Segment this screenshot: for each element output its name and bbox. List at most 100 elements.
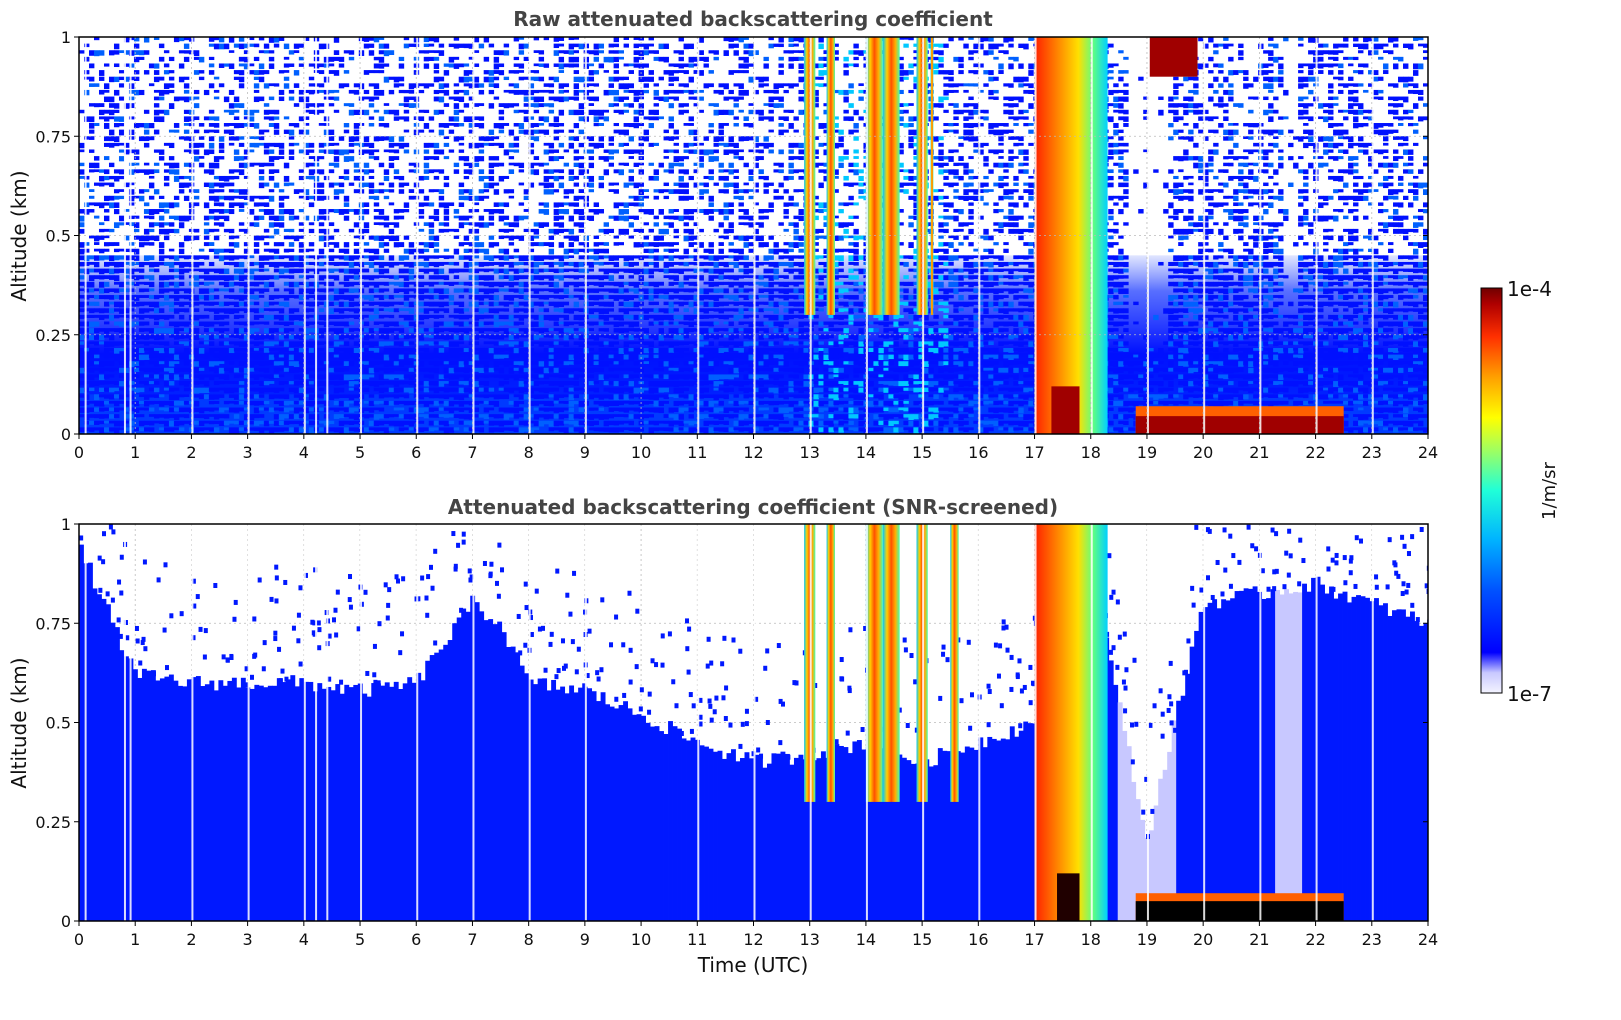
speckle bbox=[333, 387, 340, 394]
speckle bbox=[153, 341, 160, 345]
speckle bbox=[108, 255, 115, 262]
speckle bbox=[553, 288, 560, 294]
speckle bbox=[363, 407, 370, 412]
speckle bbox=[88, 288, 95, 293]
speckle bbox=[328, 374, 335, 380]
speckle bbox=[228, 334, 235, 338]
speckle bbox=[438, 169, 445, 174]
speckle bbox=[213, 295, 220, 300]
speckle bbox=[468, 328, 475, 332]
speckle bbox=[578, 195, 585, 200]
speckle bbox=[343, 381, 350, 385]
speckle bbox=[613, 414, 619, 417]
speckle bbox=[663, 195, 669, 200]
speckle bbox=[253, 268, 260, 272]
speckle bbox=[193, 103, 200, 109]
speckle bbox=[288, 427, 295, 432]
speckle bbox=[193, 328, 200, 334]
speckle bbox=[368, 70, 375, 74]
speckle bbox=[208, 248, 215, 253]
speckle bbox=[593, 341, 600, 346]
speckle bbox=[228, 37, 235, 43]
speckle bbox=[238, 202, 245, 209]
speckle bbox=[518, 37, 525, 40]
speckle bbox=[493, 420, 500, 426]
speckle bbox=[238, 288, 245, 293]
speckle bbox=[263, 341, 270, 347]
speckle bbox=[398, 116, 405, 120]
speckle bbox=[373, 109, 380, 113]
speckle bbox=[213, 182, 220, 187]
speckle bbox=[83, 420, 90, 425]
speckle bbox=[128, 394, 135, 400]
speckle bbox=[678, 301, 684, 307]
speckle bbox=[308, 314, 315, 318]
speckle bbox=[338, 63, 345, 68]
speckle bbox=[158, 255, 165, 262]
speckle bbox=[563, 321, 570, 327]
speckle bbox=[608, 83, 615, 88]
speckle bbox=[113, 103, 120, 109]
speckle bbox=[608, 142, 615, 146]
speckle bbox=[233, 156, 240, 162]
speckle bbox=[463, 347, 470, 353]
speckle bbox=[648, 400, 654, 404]
speckle bbox=[668, 295, 674, 300]
speckle bbox=[79, 275, 85, 280]
speckle bbox=[173, 387, 180, 391]
speckle bbox=[473, 103, 480, 107]
speckle bbox=[613, 242, 619, 246]
speckle bbox=[153, 76, 160, 83]
speckle bbox=[418, 202, 425, 207]
speckle bbox=[418, 275, 425, 279]
speckle bbox=[218, 202, 225, 207]
speckle bbox=[368, 37, 375, 41]
speckle bbox=[408, 261, 415, 268]
speckle bbox=[483, 361, 490, 367]
speckle bbox=[563, 162, 570, 167]
speckle bbox=[433, 169, 440, 173]
speckle bbox=[433, 407, 440, 411]
speckle bbox=[338, 209, 345, 215]
speckle bbox=[168, 142, 175, 149]
speckle bbox=[118, 129, 125, 136]
speckle bbox=[663, 189, 669, 193]
speckle bbox=[398, 175, 405, 181]
speckle bbox=[138, 347, 145, 354]
speckle bbox=[443, 123, 450, 128]
speckle bbox=[543, 63, 550, 68]
speckle bbox=[473, 142, 480, 149]
speckle bbox=[198, 367, 205, 371]
speckle bbox=[153, 374, 160, 379]
speckle bbox=[468, 420, 475, 426]
speckle bbox=[473, 407, 480, 412]
speckle bbox=[213, 314, 220, 321]
speckle bbox=[568, 37, 575, 41]
speckle bbox=[543, 281, 550, 285]
speckle bbox=[548, 228, 555, 234]
speckle bbox=[603, 394, 610, 399]
speckle bbox=[343, 414, 350, 417]
speckle bbox=[328, 235, 335, 240]
speckle bbox=[268, 37, 275, 43]
speckle bbox=[538, 255, 545, 262]
speckle bbox=[83, 387, 90, 393]
speckle bbox=[603, 248, 610, 254]
speckle bbox=[253, 281, 260, 287]
speckle bbox=[298, 407, 305, 412]
speckle bbox=[448, 56, 455, 63]
speckle bbox=[113, 407, 120, 413]
speckle bbox=[588, 414, 595, 420]
speckle bbox=[79, 242, 85, 248]
speckle bbox=[88, 129, 95, 134]
speckle bbox=[578, 295, 585, 300]
speckle bbox=[603, 255, 610, 259]
speckle bbox=[218, 374, 225, 380]
speckle bbox=[183, 215, 190, 222]
speckle bbox=[103, 308, 110, 313]
speckle bbox=[573, 414, 580, 419]
speckle bbox=[318, 123, 325, 126]
speckle bbox=[513, 354, 520, 358]
speckle bbox=[513, 63, 520, 67]
speckle bbox=[243, 347, 250, 352]
